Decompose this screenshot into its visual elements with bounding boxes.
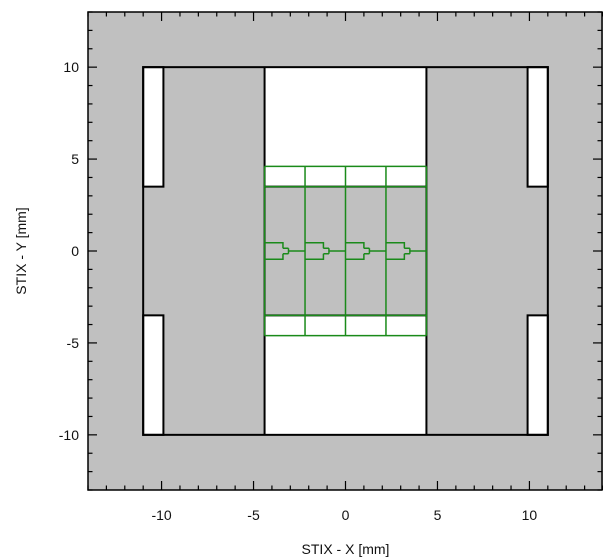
- small-pixel-3: [385, 241, 406, 261]
- y-axis-title: STIX - Y [mm]: [13, 207, 29, 294]
- small-pixel-2: [345, 241, 365, 261]
- side-slot-3: [526, 314, 549, 436]
- y-tick-label: -5: [67, 335, 80, 351]
- y-tick-label: 5: [71, 151, 79, 167]
- top-window: [264, 67, 427, 169]
- small-pixel-0: [264, 241, 284, 261]
- outer-frame: [142, 66, 549, 436]
- side-slot-2: [526, 66, 549, 188]
- x-tick-labels: -10 -5 0 5 10: [151, 507, 537, 523]
- axis-ticks: [87, 11, 603, 491]
- x-tick-label: 0: [342, 507, 350, 523]
- side-slot-0: [142, 66, 165, 188]
- y-tick-label: 10: [63, 59, 79, 75]
- side-slot-1: [142, 314, 165, 436]
- small-pixel-1: [305, 241, 325, 261]
- x-tick-label: 10: [522, 507, 538, 523]
- bottom-window: [264, 333, 427, 435]
- y-tick-label: 0: [71, 243, 79, 259]
- side-slots: [142, 66, 549, 436]
- pixel-grid: [263, 165, 428, 337]
- y-tick-label: -10: [59, 427, 79, 443]
- x-tick-label: -5: [247, 507, 260, 523]
- x-axis-title: STIX - X [mm]: [302, 541, 390, 557]
- y-tick-labels: -10 -5 0 5 10: [59, 59, 79, 443]
- x-tick-label: -10: [151, 507, 171, 523]
- x-tick-label: 5: [434, 507, 442, 523]
